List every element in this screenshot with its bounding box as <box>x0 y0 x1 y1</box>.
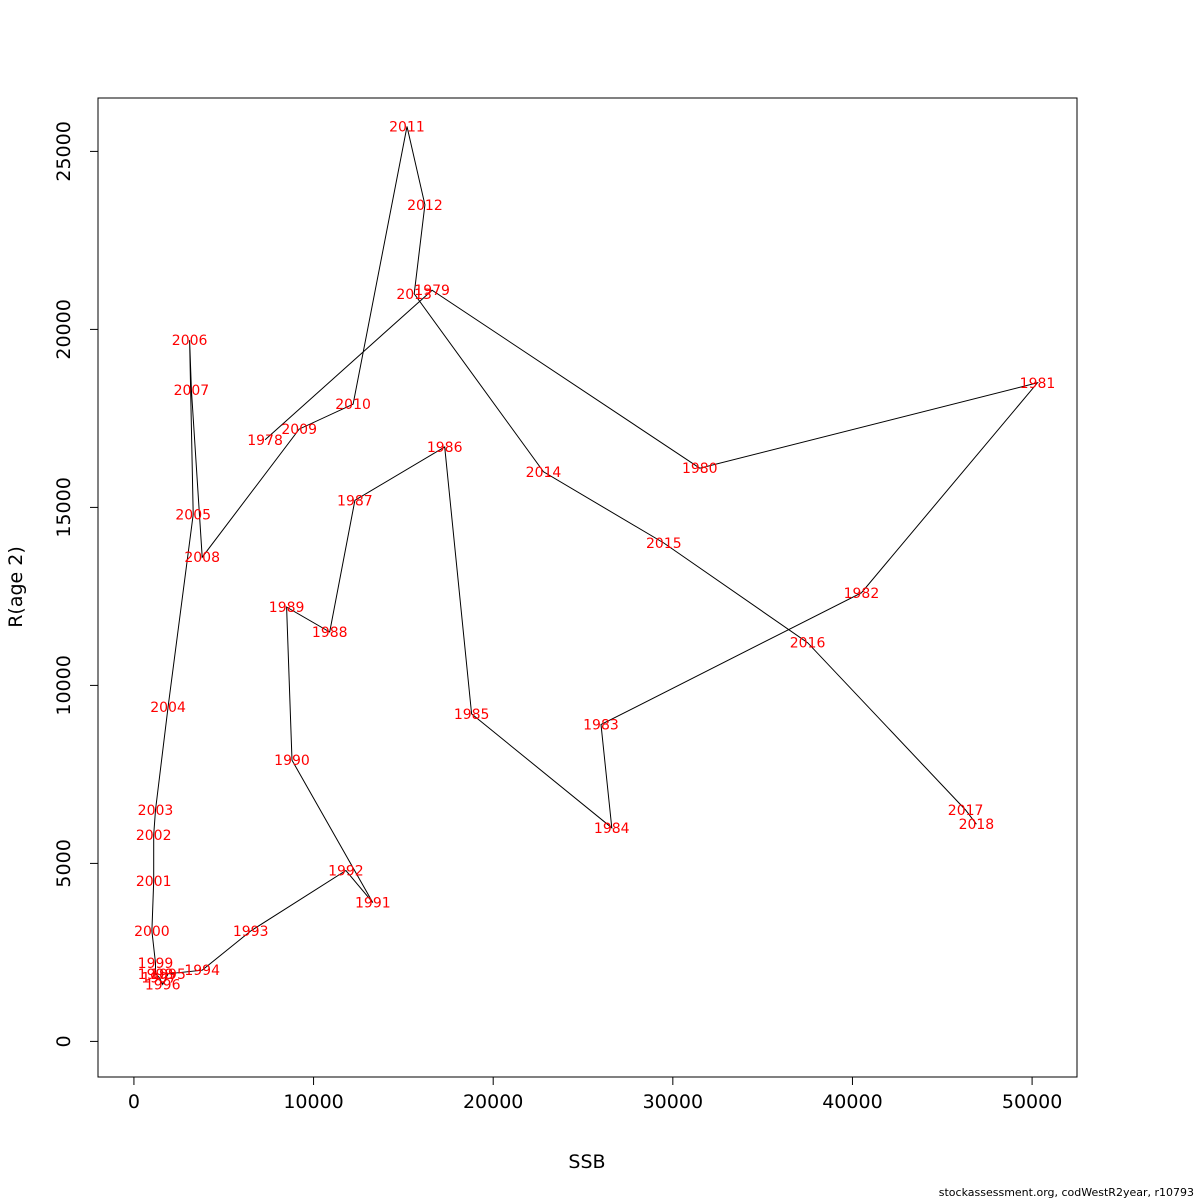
year-label-2007: 2007 <box>174 383 210 399</box>
year-label-1990: 1990 <box>274 753 310 769</box>
year-label-2005: 2005 <box>175 508 211 524</box>
year-labels: 1978 1979 1980 1981 1982 1983 1984 1985 1986 1987… <box>134 119 1055 993</box>
year-label-1983: 1983 <box>583 718 619 734</box>
year-label-1981: 1981 <box>1020 376 1056 392</box>
year-label-2018: 2018 <box>959 817 995 833</box>
year-label-1999: 1999 <box>138 956 174 972</box>
x-tick-label: 50000 <box>1002 1091 1062 1113</box>
ssb-recruitment-trajectory <box>151 126 1039 986</box>
y-tick-label: 0 <box>53 1035 75 1047</box>
year-label-1993: 1993 <box>233 924 269 940</box>
year-label-1995: 1995 <box>150 967 186 983</box>
year-label-2013: 2013 <box>396 287 432 303</box>
year-label-1994: 1994 <box>184 963 220 979</box>
year-label-2009: 2009 <box>281 422 317 438</box>
y-tick-label: 10000 <box>53 655 75 715</box>
year-label-1984: 1984 <box>594 821 630 837</box>
year-label-2015: 2015 <box>646 536 682 552</box>
y-tick-label: 5000 <box>53 839 75 887</box>
y-axis-title: R(age 2) <box>5 546 27 628</box>
year-label-1987: 1987 <box>337 493 373 509</box>
year-label-1979: 1979 <box>414 283 450 299</box>
year-label-2006: 2006 <box>172 333 208 349</box>
year-label-1997: 1997 <box>141 970 177 986</box>
year-label-1991: 1991 <box>355 896 391 912</box>
year-label-1998: 1998 <box>138 967 174 983</box>
year-label-2016: 2016 <box>790 636 826 652</box>
year-label-1982: 1982 <box>844 586 880 602</box>
year-label-1988: 1988 <box>312 625 348 641</box>
year-label-2012: 2012 <box>407 198 443 214</box>
year-label-1978: 1978 <box>247 433 283 449</box>
x-tick-label: 20000 <box>463 1091 523 1113</box>
x-tick-label: 30000 <box>643 1091 703 1113</box>
year-label-2001: 2001 <box>136 874 172 890</box>
x-axis: 0 10000 20000 30000 40000 50000 <box>128 1076 1062 1113</box>
year-label-2002: 2002 <box>136 828 172 844</box>
year-label-1996: 1996 <box>145 977 181 993</box>
year-label-2008: 2008 <box>184 550 220 566</box>
year-label-1980: 1980 <box>682 461 718 477</box>
y-tick-label: 25000 <box>53 121 75 181</box>
year-label-1992: 1992 <box>328 864 364 880</box>
year-label-1986: 1986 <box>427 440 463 456</box>
year-label-1989: 1989 <box>269 600 305 616</box>
year-label-2003: 2003 <box>138 803 174 819</box>
x-tick-label: 0 <box>128 1091 140 1113</box>
y-tick-label: 20000 <box>53 299 75 359</box>
year-label-2010: 2010 <box>335 397 371 413</box>
year-label-2014: 2014 <box>526 465 562 481</box>
year-label-2000: 2000 <box>134 924 170 940</box>
year-label-2004: 2004 <box>150 700 186 716</box>
x-axis-title: SSB <box>568 1151 605 1173</box>
x-tick-label: 40000 <box>822 1091 882 1113</box>
y-tick-label: 15000 <box>53 477 75 537</box>
x-tick-label: 10000 <box>283 1091 343 1113</box>
credit-text: stockassessment.org, codWestR2year, r107… <box>938 1186 1194 1199</box>
y-axis: 0 5000 10000 15000 20000 25000 <box>53 121 99 1047</box>
year-label-2011: 2011 <box>389 119 425 135</box>
year-label-2017: 2017 <box>948 803 984 819</box>
year-label-1985: 1985 <box>454 707 490 723</box>
